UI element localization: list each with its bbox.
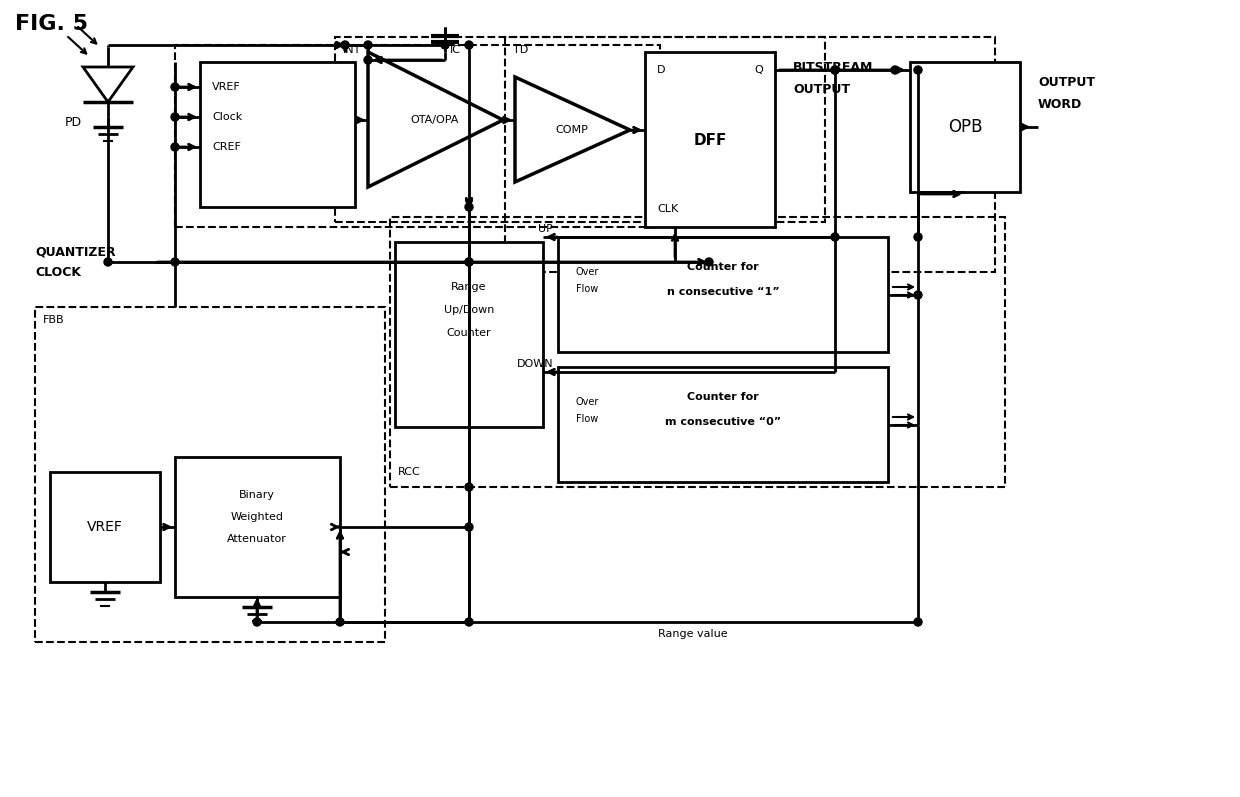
Circle shape <box>465 258 472 266</box>
Bar <box>505 37 994 272</box>
Text: COMP: COMP <box>556 125 589 135</box>
Text: FBB: FBB <box>43 315 64 325</box>
Text: RCC: RCC <box>398 467 420 477</box>
Bar <box>396 242 543 427</box>
Text: Counter: Counter <box>446 328 491 338</box>
Text: CLOCK: CLOCK <box>35 265 81 278</box>
Text: IC: IC <box>450 45 461 55</box>
Text: TD: TD <box>513 45 528 55</box>
Text: Attenuator: Attenuator <box>227 534 286 544</box>
Text: n consecutive “1”: n consecutive “1” <box>667 287 779 297</box>
Circle shape <box>465 618 472 626</box>
Circle shape <box>441 41 449 49</box>
Text: m consecutive “0”: m consecutive “0” <box>665 417 781 427</box>
Text: Clock: Clock <box>212 112 242 122</box>
Circle shape <box>253 618 260 626</box>
Text: VREF: VREF <box>212 82 241 92</box>
Text: FIG. 5: FIG. 5 <box>15 14 88 34</box>
Bar <box>50 472 160 582</box>
Circle shape <box>892 66 899 74</box>
Bar <box>35 307 384 642</box>
Circle shape <box>341 41 348 49</box>
Text: DOWN: DOWN <box>516 359 553 369</box>
Text: OUTPUT: OUTPUT <box>1038 76 1095 88</box>
Circle shape <box>336 618 343 626</box>
Text: PD: PD <box>64 116 82 128</box>
Bar <box>175 457 340 597</box>
Bar <box>200 62 355 207</box>
Text: INT: INT <box>343 45 361 55</box>
Circle shape <box>465 483 472 491</box>
Circle shape <box>831 233 839 241</box>
Polygon shape <box>83 67 133 102</box>
Text: UP: UP <box>538 224 553 234</box>
Text: D: D <box>657 65 666 75</box>
Text: Over: Over <box>577 397 599 407</box>
Circle shape <box>171 143 179 151</box>
Text: Range: Range <box>451 282 487 292</box>
Text: Weighted: Weighted <box>231 512 284 522</box>
Text: Flow: Flow <box>577 414 598 424</box>
Text: VREF: VREF <box>87 520 123 534</box>
Circle shape <box>465 203 472 211</box>
Circle shape <box>706 258 713 266</box>
Text: Range value: Range value <box>658 629 728 639</box>
Circle shape <box>914 233 923 241</box>
Circle shape <box>171 83 179 91</box>
Text: Up/Down: Up/Down <box>444 305 495 315</box>
Circle shape <box>914 618 923 626</box>
Text: Counter for: Counter for <box>687 392 759 402</box>
Text: Binary: Binary <box>239 490 275 500</box>
Text: OPB: OPB <box>947 118 982 136</box>
Circle shape <box>465 258 472 266</box>
Circle shape <box>104 258 112 266</box>
Bar <box>645 52 775 227</box>
Text: WORD: WORD <box>1038 97 1083 111</box>
Text: Flow: Flow <box>577 284 598 294</box>
Bar <box>558 237 888 352</box>
Circle shape <box>831 66 839 74</box>
Text: OTA/OPA: OTA/OPA <box>410 115 459 125</box>
Text: CREF: CREF <box>212 142 241 152</box>
Text: Q: Q <box>754 65 763 75</box>
Circle shape <box>914 66 923 74</box>
Circle shape <box>465 41 472 49</box>
Text: BITSTREAM: BITSTREAM <box>794 61 873 73</box>
Text: Over: Over <box>577 267 599 277</box>
Circle shape <box>365 41 372 49</box>
Circle shape <box>914 291 923 299</box>
Text: DFF: DFF <box>693 132 727 147</box>
Polygon shape <box>515 77 630 182</box>
Bar <box>910 62 1021 192</box>
Bar <box>391 217 1004 487</box>
Circle shape <box>171 258 179 266</box>
Text: Counter for: Counter for <box>687 262 759 272</box>
Circle shape <box>465 523 472 531</box>
Circle shape <box>365 56 372 64</box>
Text: QUANTIZER: QUANTIZER <box>35 245 115 258</box>
Bar <box>335 37 825 222</box>
Bar <box>175 45 660 227</box>
Bar <box>558 367 888 482</box>
Text: CLK: CLK <box>657 204 678 214</box>
Circle shape <box>831 66 839 74</box>
Polygon shape <box>368 52 503 187</box>
Circle shape <box>171 113 179 121</box>
Text: OUTPUT: OUTPUT <box>794 83 849 96</box>
